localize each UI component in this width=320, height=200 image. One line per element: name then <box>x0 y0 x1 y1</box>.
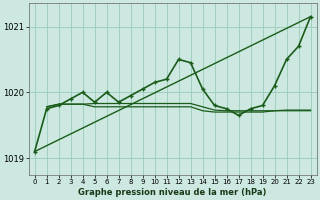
X-axis label: Graphe pression niveau de la mer (hPa): Graphe pression niveau de la mer (hPa) <box>78 188 267 197</box>
